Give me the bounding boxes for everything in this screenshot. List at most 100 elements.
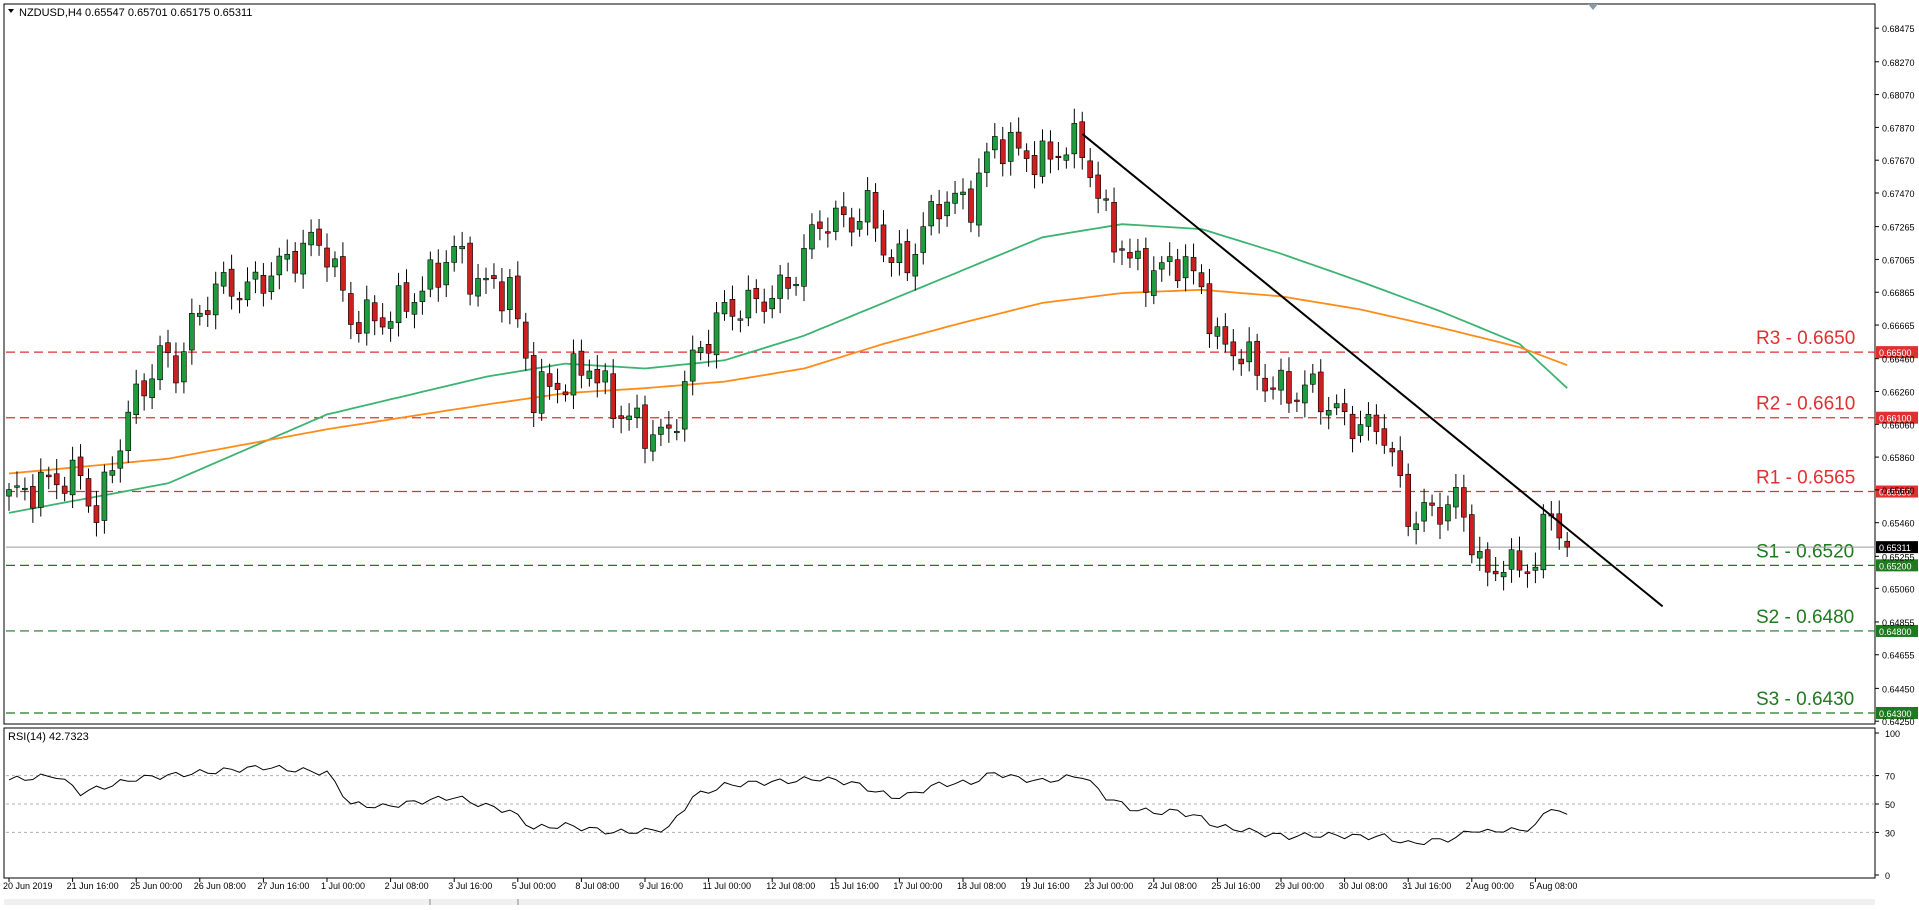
horizontal-scroll-track[interactable]	[4, 899, 1875, 905]
candle	[1166, 242, 1173, 276]
candle-body	[769, 298, 776, 310]
candle-body	[1230, 341, 1237, 357]
candle-body	[387, 321, 394, 329]
candle-body	[642, 404, 648, 449]
candle-body	[721, 302, 728, 315]
candle	[1015, 117, 1022, 156]
candle	[936, 189, 942, 234]
candle	[1270, 376, 1276, 400]
candle-body	[332, 258, 338, 268]
candle	[395, 272, 402, 337]
candle	[753, 279, 760, 314]
candle	[1111, 187, 1117, 263]
time-tick-label: 30 Jul 08:00	[1339, 881, 1388, 891]
time-tick-label: 31 Jul 16:00	[1402, 881, 1451, 891]
time-tick-label: 2 Jul 08:00	[385, 881, 429, 891]
candle	[673, 419, 680, 441]
level-price-tag	[1876, 485, 1918, 498]
candle-body	[276, 255, 283, 276]
candle	[276, 247, 283, 290]
candle	[435, 249, 442, 302]
candle	[1564, 532, 1570, 557]
candle	[371, 295, 378, 336]
candle-body	[1429, 502, 1435, 506]
candle-body	[260, 275, 267, 294]
candle-body	[888, 257, 895, 263]
candle	[475, 263, 481, 307]
candle-body	[1405, 473, 1411, 527]
candle-body	[1095, 174, 1101, 199]
candle	[443, 250, 450, 298]
candle	[1365, 402, 1372, 441]
candle	[1508, 538, 1515, 583]
candle-body	[1333, 403, 1340, 409]
candle-body	[1174, 259, 1181, 282]
candle	[1532, 552, 1539, 584]
candle-body	[1127, 252, 1133, 259]
candle-body	[546, 373, 553, 387]
candle-body	[729, 299, 736, 317]
candle	[769, 285, 776, 319]
candle	[1469, 504, 1475, 564]
candle	[252, 261, 259, 294]
time-tick-label: 27 Jun 16:00	[257, 881, 309, 891]
candle	[538, 358, 545, 421]
candle	[1325, 396, 1332, 430]
candle-body	[880, 224, 887, 256]
candle	[1445, 495, 1451, 531]
time-tick-label: 8 Jul 08:00	[575, 881, 619, 891]
candle-body	[713, 312, 720, 356]
candle-body	[1413, 523, 1419, 530]
candle	[77, 444, 84, 490]
candle	[300, 229, 306, 289]
candle-body	[936, 204, 942, 220]
candle-body	[1262, 377, 1268, 392]
candle	[1071, 108, 1078, 169]
symbol-dropdown-icon[interactable]	[8, 9, 14, 13]
candle-body	[522, 321, 529, 359]
candle	[594, 355, 601, 398]
candle	[348, 281, 354, 340]
candle	[451, 235, 458, 272]
candle-body	[1540, 513, 1547, 571]
candle	[133, 369, 139, 424]
candle-body	[745, 289, 752, 319]
candle-body	[570, 353, 577, 396]
candle-body	[538, 371, 545, 414]
price-tick-label: 0.66060	[1882, 420, 1915, 430]
candle	[1373, 404, 1380, 445]
candle	[912, 243, 919, 291]
candle-body	[14, 485, 20, 488]
candle-body	[1469, 514, 1475, 556]
candle-body	[6, 489, 12, 497]
level-price-tag-text: 0.64800	[1879, 627, 1912, 637]
candle-body	[1119, 248, 1125, 251]
candle-body	[149, 378, 155, 398]
candle-body	[976, 172, 982, 226]
chart-shift-marker[interactable]	[1588, 4, 1598, 10]
candle-body	[427, 259, 434, 290]
candle-body	[1007, 132, 1014, 162]
candle-body	[1055, 155, 1062, 159]
candle-body	[1508, 549, 1515, 570]
candle	[681, 370, 688, 442]
candle-body	[1365, 413, 1372, 427]
candle	[976, 158, 982, 237]
rsi-plot-frame	[3, 727, 1876, 879]
candle-body	[785, 277, 791, 289]
candle	[634, 394, 640, 429]
candle-body	[363, 299, 370, 334]
candle	[292, 242, 299, 283]
candle-body	[634, 407, 640, 418]
candle-body	[928, 201, 935, 227]
price-tick-label: 0.65660	[1882, 486, 1915, 496]
candle-body	[403, 282, 410, 312]
time-tick-label: 29 Jul 00:00	[1275, 881, 1324, 891]
time-tick-label: 23 Jul 00:00	[1084, 881, 1133, 891]
candle-body	[491, 275, 497, 280]
candle	[1222, 313, 1229, 353]
price-tick-label: 0.64250	[1882, 717, 1915, 727]
candle	[1007, 122, 1014, 176]
candle	[1087, 148, 1093, 188]
candle-body	[1373, 414, 1380, 432]
